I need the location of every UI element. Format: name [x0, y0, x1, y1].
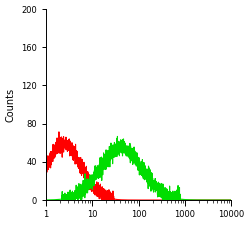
Y-axis label: Counts: Counts: [6, 88, 16, 122]
